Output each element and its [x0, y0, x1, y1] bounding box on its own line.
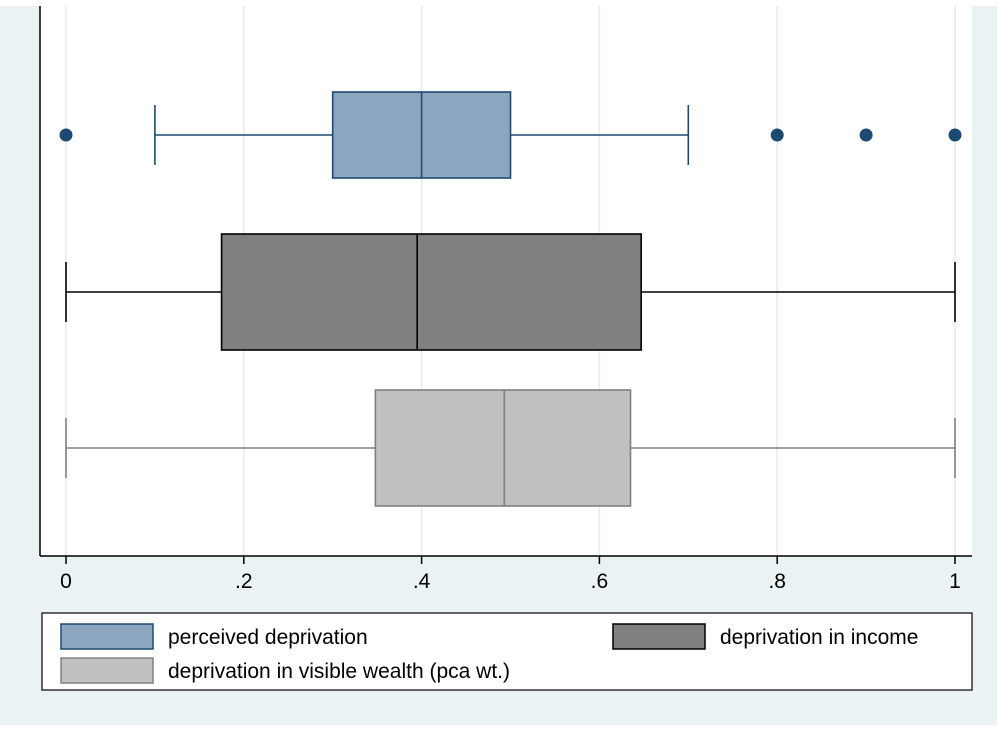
legend: perceived deprivation deprivation in inc… [41, 612, 973, 691]
tick-label-2: .4 [413, 570, 431, 593]
boxes [59, 91, 962, 507]
legend-label-deprivation-in-visible-wealth: deprivation in visible wealth (pca wt.) [168, 660, 510, 683]
legend-swatch-perceived-deprivation [60, 623, 154, 650]
iqr-box [220, 233, 642, 351]
legend-label-perceived-deprivation: perceived deprivation [168, 626, 368, 649]
box-series-2 [65, 233, 956, 351]
outlier-point-1 [59, 128, 73, 142]
iqr-box [374, 389, 632, 507]
outlier-point-2 [770, 128, 784, 142]
tick-label-0: 0 [60, 570, 72, 593]
outlier-point-3 [859, 128, 873, 142]
cropped-header [0, 0, 997, 6]
tick-label-4: .8 [768, 570, 786, 593]
legend-frame [41, 612, 973, 691]
box-series-1 [59, 91, 962, 179]
legend-swatch-deprivation-in-income [612, 623, 706, 650]
outlier-point-4 [948, 128, 962, 142]
tick-label-1: .2 [235, 570, 253, 593]
legend-swatch-deprivation-in-visible-wealth [60, 657, 154, 684]
legend-label-deprivation-in-income: deprivation in income [720, 626, 918, 649]
x-axis-ticks: 0 .2 .4 .6 .8 1 [60, 556, 961, 593]
box-series-3 [65, 389, 956, 507]
tick-label-5: 1 [949, 570, 961, 593]
tick-label-3: .6 [591, 570, 609, 593]
